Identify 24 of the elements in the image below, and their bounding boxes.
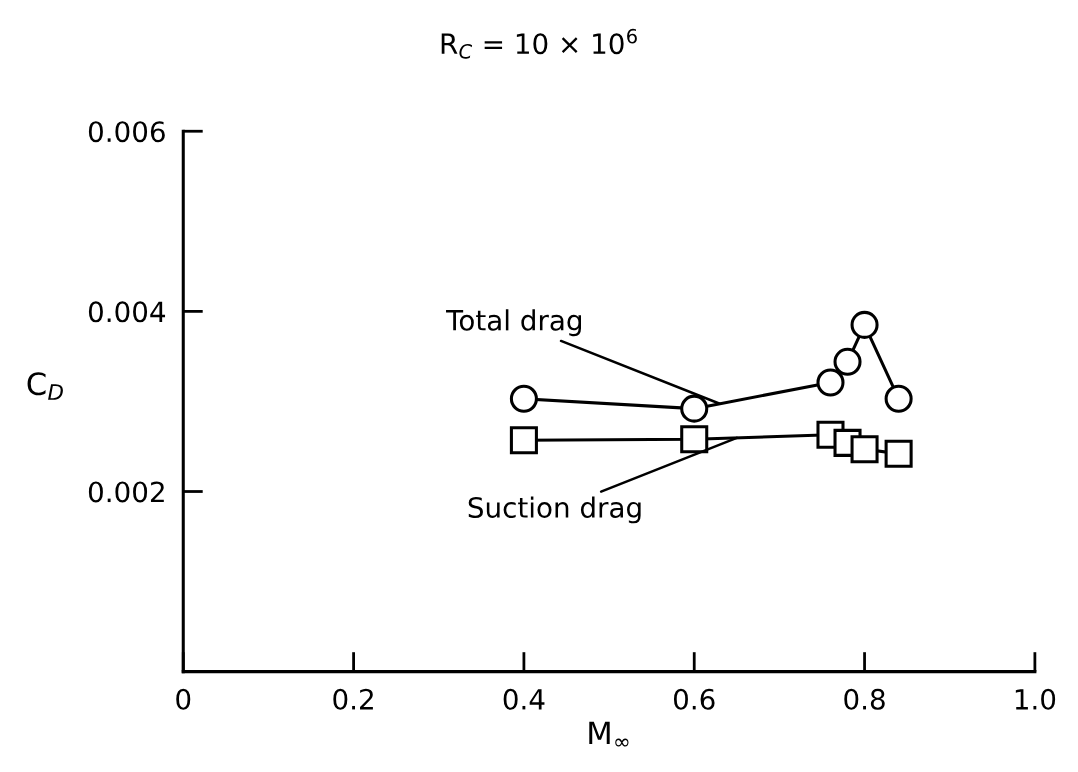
point	[833, 347, 862, 376]
x-tick-label: 0	[176, 688, 191, 710]
x-tick-label: 0.6	[673, 688, 715, 710]
point	[509, 384, 538, 413]
x-tick-label: 0.8	[844, 688, 885, 710]
x-tick-label: 0.2	[333, 688, 373, 710]
text: Total drag	[446, 309, 581, 337]
point	[509, 426, 538, 455]
point	[884, 439, 913, 468]
y-axis-title: C$_{D}$	[27, 372, 63, 400]
y-tick-label: 0.004	[88, 301, 166, 323]
point	[884, 384, 913, 413]
chart-title: R$_{C}$ = 10 × 10$^{6}$	[441, 28, 637, 59]
x-tick-label: 0.4	[503, 688, 545, 710]
text: Suction drag	[468, 496, 641, 524]
point	[850, 435, 879, 464]
point	[816, 368, 845, 397]
y-tick-label: 0.006	[88, 121, 165, 143]
point	[850, 310, 879, 339]
y-tick-label: 0.002	[88, 481, 164, 503]
point	[680, 425, 709, 454]
x-tick-label: 1.0	[1015, 688, 1056, 710]
point	[680, 394, 709, 423]
x-axis-title: M$_{∞}$	[589, 721, 629, 747]
